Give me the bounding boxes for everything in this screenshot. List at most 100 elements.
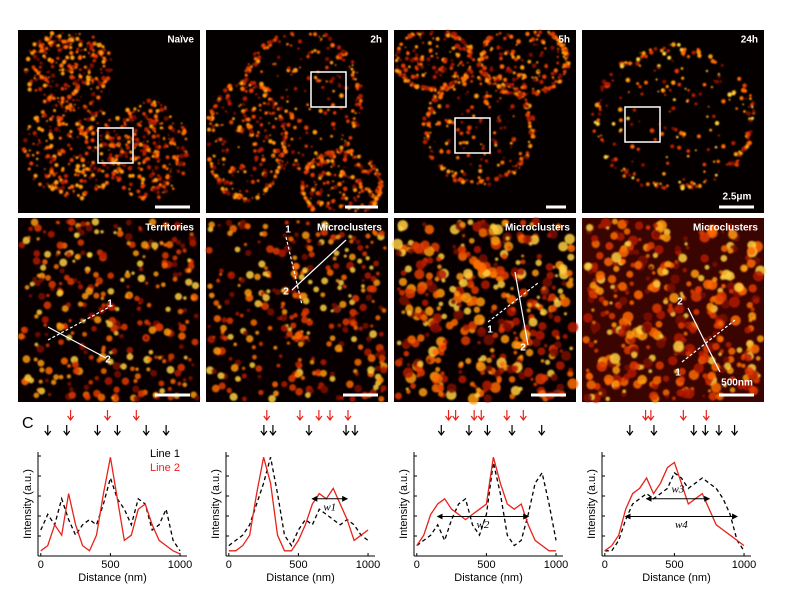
speckle — [510, 52, 514, 57]
speckle — [368, 187, 371, 190]
speckle — [747, 140, 752, 146]
peak-arrow — [701, 425, 709, 436]
speckle — [425, 121, 428, 124]
speckle — [280, 132, 284, 136]
speckle — [60, 96, 65, 101]
speckle — [69, 75, 72, 78]
speckle — [720, 255, 728, 262]
profile-line-2 — [291, 239, 347, 291]
speckle — [90, 88, 92, 90]
speckle — [271, 155, 275, 158]
speckle — [126, 285, 130, 289]
speckle — [630, 262, 636, 268]
speckle — [642, 357, 653, 368]
speckle — [391, 238, 403, 250]
speckle — [510, 286, 514, 291]
speckle — [259, 162, 263, 167]
speckle — [284, 335, 288, 339]
speckle — [31, 65, 36, 70]
speckle — [358, 93, 363, 99]
speckle — [42, 185, 46, 189]
speckle — [83, 48, 87, 51]
speckle — [518, 161, 523, 166]
speckle — [211, 172, 215, 176]
speckle — [271, 100, 276, 105]
speckle — [683, 331, 688, 336]
speckle — [245, 249, 252, 256]
speckle — [674, 245, 681, 252]
speckle — [500, 160, 505, 165]
speckle — [51, 115, 55, 118]
speckle — [254, 52, 257, 55]
speckle — [627, 368, 637, 378]
speckle — [489, 94, 492, 98]
speckle — [460, 77, 464, 80]
speckle — [71, 137, 74, 140]
speckle — [282, 233, 287, 238]
speckle — [648, 369, 653, 374]
speckle — [518, 90, 521, 93]
speckle — [125, 145, 131, 150]
speckle — [734, 162, 739, 167]
speckle — [490, 139, 493, 142]
speckle — [321, 85, 325, 90]
speckle — [162, 184, 166, 189]
speckle — [80, 125, 84, 130]
speckle — [45, 145, 49, 150]
speckle — [610, 158, 615, 163]
speckle — [378, 349, 386, 357]
speckle — [163, 145, 166, 149]
speckle — [551, 329, 560, 338]
speckle — [357, 178, 362, 184]
speckle — [427, 107, 431, 110]
x-axis-label: Distance (nm) — [266, 572, 334, 584]
speckle — [38, 277, 44, 283]
speckle — [655, 220, 667, 232]
speckle — [655, 320, 663, 328]
speckle — [258, 341, 264, 346]
speckle — [229, 291, 235, 298]
speckle — [678, 253, 688, 263]
speckle — [622, 389, 626, 393]
speckle — [550, 45, 555, 51]
speckle — [602, 300, 609, 306]
speckle — [77, 173, 80, 177]
speckle — [122, 118, 127, 123]
speckle — [482, 144, 485, 147]
speckle — [471, 286, 479, 295]
speckle — [162, 191, 164, 194]
speckle — [67, 381, 72, 387]
speckle — [719, 270, 723, 274]
speckle — [96, 95, 100, 100]
speckle — [683, 386, 687, 390]
speckle — [488, 371, 492, 375]
speckle — [403, 350, 410, 357]
speckle — [51, 105, 54, 107]
speckle — [316, 50, 321, 54]
speckle — [27, 128, 30, 131]
speckle — [165, 144, 169, 148]
speckle — [241, 373, 247, 379]
speckle — [279, 168, 282, 171]
speckle — [373, 260, 379, 267]
speckle — [591, 328, 597, 334]
speckle — [474, 392, 480, 398]
speckle — [412, 49, 416, 53]
speckle — [670, 144, 675, 149]
speckle — [177, 271, 183, 277]
speckle — [609, 353, 621, 364]
speckle — [94, 376, 100, 381]
speckles — [21, 31, 189, 201]
speckle — [61, 31, 64, 34]
speckle — [482, 65, 487, 71]
speckle — [47, 70, 51, 74]
speckle — [295, 361, 300, 367]
speckle — [485, 365, 493, 373]
speckle — [134, 373, 141, 380]
speckle — [215, 112, 219, 115]
speckle — [65, 123, 68, 126]
speckle — [453, 71, 458, 75]
speckle — [326, 97, 331, 101]
speckle — [148, 108, 153, 114]
speckle — [356, 162, 359, 164]
